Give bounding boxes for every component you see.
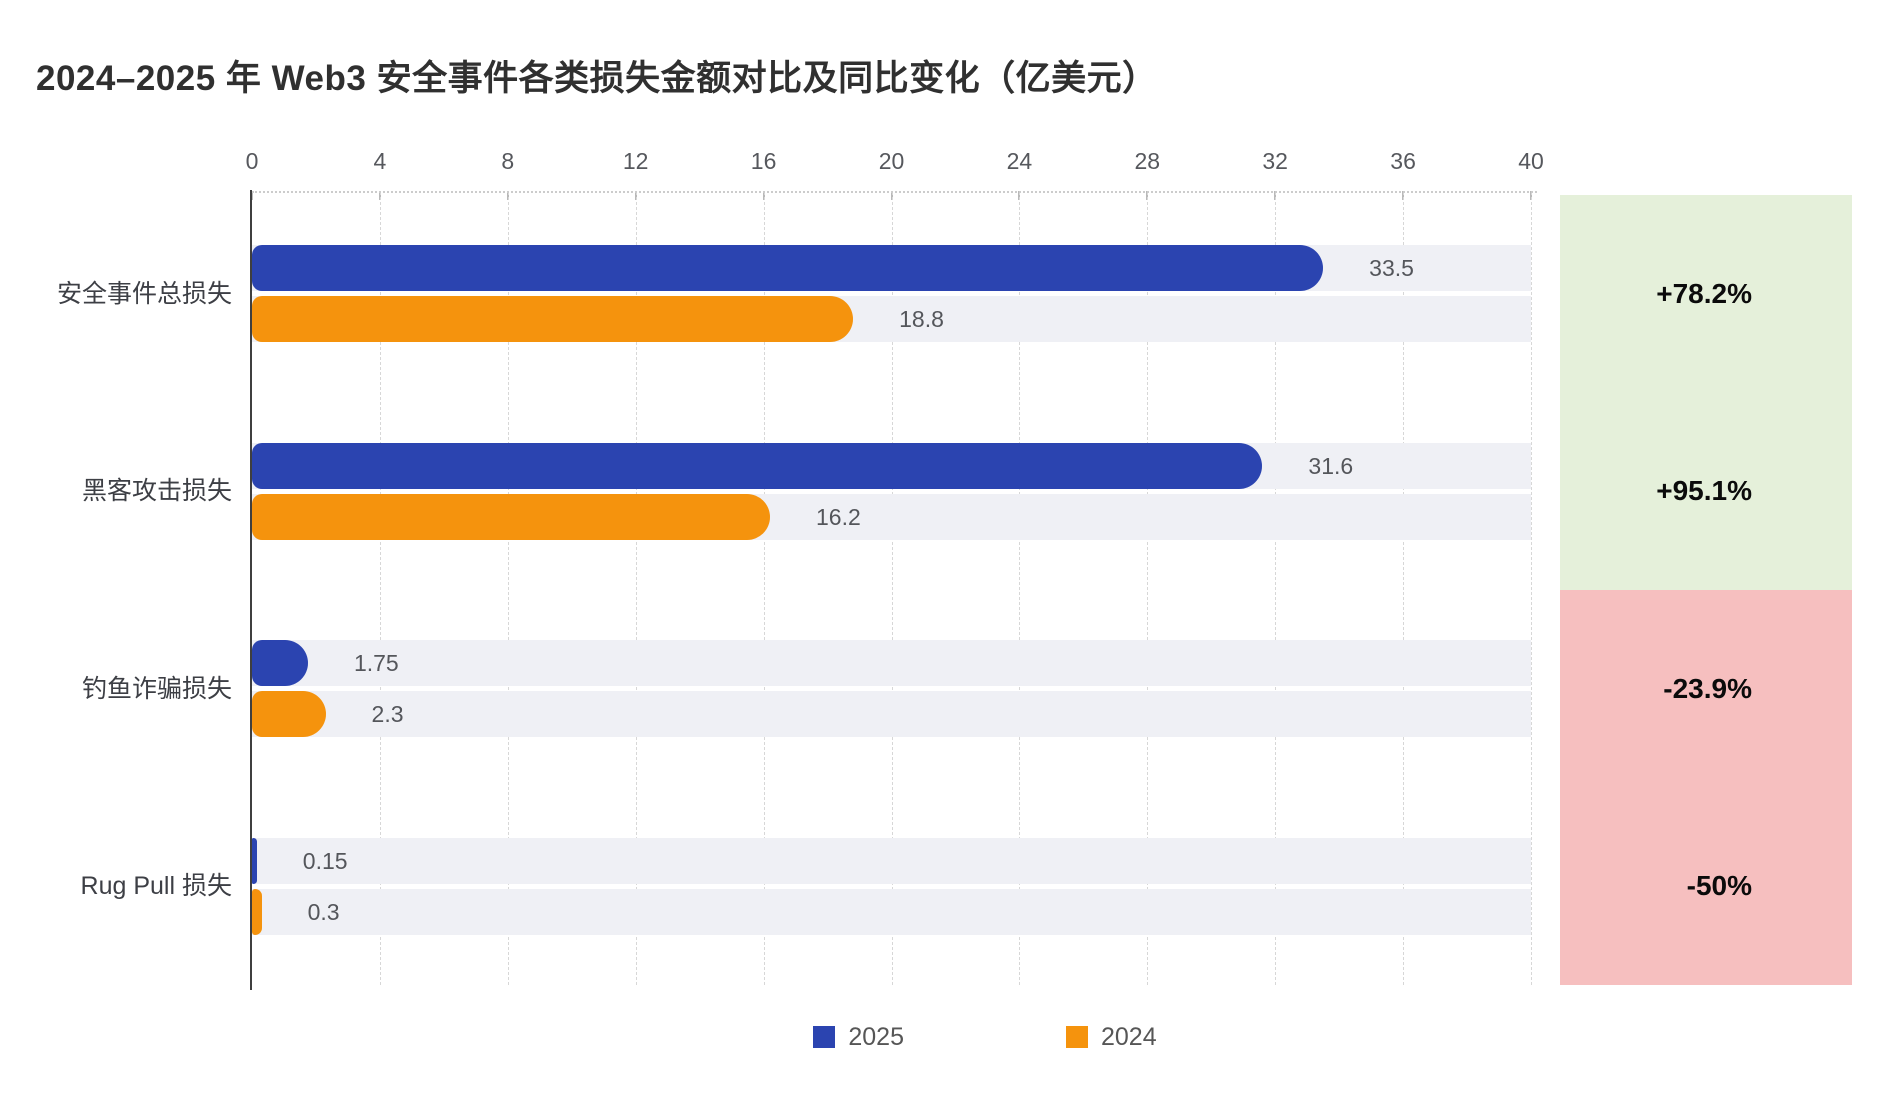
x-tick-label: 4 [373, 148, 387, 174]
x-tick-label: 8 [501, 148, 515, 174]
y-axis-line [250, 190, 252, 990]
gridline [379, 192, 381, 985]
x-axis-line [252, 191, 1537, 193]
bar-track [252, 640, 1531, 687]
x-tick-label: 0 [245, 148, 259, 174]
bar-track [252, 888, 1531, 935]
bar-track [252, 837, 1531, 884]
legend-item-2025[interactable]: 2025 [813, 1022, 904, 1052]
bar-2024[interactable] [252, 296, 854, 343]
bar-2024[interactable] [252, 691, 326, 738]
x-tick-label: 12 [622, 148, 649, 174]
gridline [763, 192, 765, 985]
chart-title: 2024–2025 年 Web3 安全事件各类损失金额对比及同比变化（亿美元） [36, 59, 1158, 98]
gridline [891, 192, 893, 985]
value-label: 2.3 [371, 701, 404, 728]
yoy-change-label: -50% [1686, 870, 1752, 902]
value-label: 16.2 [815, 503, 861, 530]
category-label: Rug Pull 损失 [80, 872, 232, 901]
bar-2024[interactable] [252, 888, 262, 935]
legend-swatch-icon [813, 1026, 836, 1048]
x-tick-label: 20 [878, 148, 905, 174]
legend-item-2024[interactable]: 2024 [1066, 1022, 1157, 1052]
x-tick-label: 28 [1134, 148, 1161, 174]
bar-2025[interactable] [252, 640, 308, 687]
x-tick-label: 32 [1262, 148, 1288, 174]
bar-2025[interactable] [252, 837, 257, 884]
category-label: 安全事件总损失 [56, 279, 232, 308]
yoy-change-label: +95.1% [1656, 475, 1752, 507]
value-label: 0.15 [302, 847, 348, 874]
category-label: 钓鱼诈骗损失 [81, 674, 232, 703]
bar-2025[interactable] [252, 442, 1263, 489]
legend: 2025 2024 [45, 1022, 1880, 1052]
value-label: 0.3 [307, 898, 340, 925]
gridline [635, 192, 637, 985]
x-tick-label: 16 [750, 148, 777, 174]
gridline [1531, 192, 1532, 985]
gridline [507, 192, 509, 985]
value-label: 31.6 [1308, 452, 1354, 479]
gridline [1019, 192, 1021, 985]
x-tick-mark [251, 191, 253, 200]
category-label: 黑客攻击损失 [81, 477, 232, 506]
x-tick-label: 24 [1006, 148, 1033, 174]
legend-label: 2024 [1101, 1023, 1157, 1051]
negative-change-panel [1560, 590, 1852, 985]
bar-2025[interactable] [252, 245, 1324, 292]
value-label: 33.5 [1369, 255, 1414, 282]
legend-label: 2025 [848, 1023, 904, 1051]
x-tick-label: 36 [1390, 148, 1416, 174]
bar-2024[interactable] [252, 493, 770, 540]
gridline [1275, 192, 1277, 985]
positive-change-panel [1560, 195, 1852, 590]
yoy-change-label: +78.2% [1656, 277, 1752, 309]
x-tick-label: 40 [1518, 148, 1544, 174]
yoy-change-label: -23.9% [1663, 672, 1752, 704]
legend-swatch-icon [1066, 1026, 1088, 1048]
value-label: 1.75 [353, 650, 399, 677]
gridline [1403, 192, 1405, 985]
gridline [1147, 192, 1149, 985]
value-label: 18.8 [899, 306, 944, 333]
bar-track [252, 691, 1531, 738]
